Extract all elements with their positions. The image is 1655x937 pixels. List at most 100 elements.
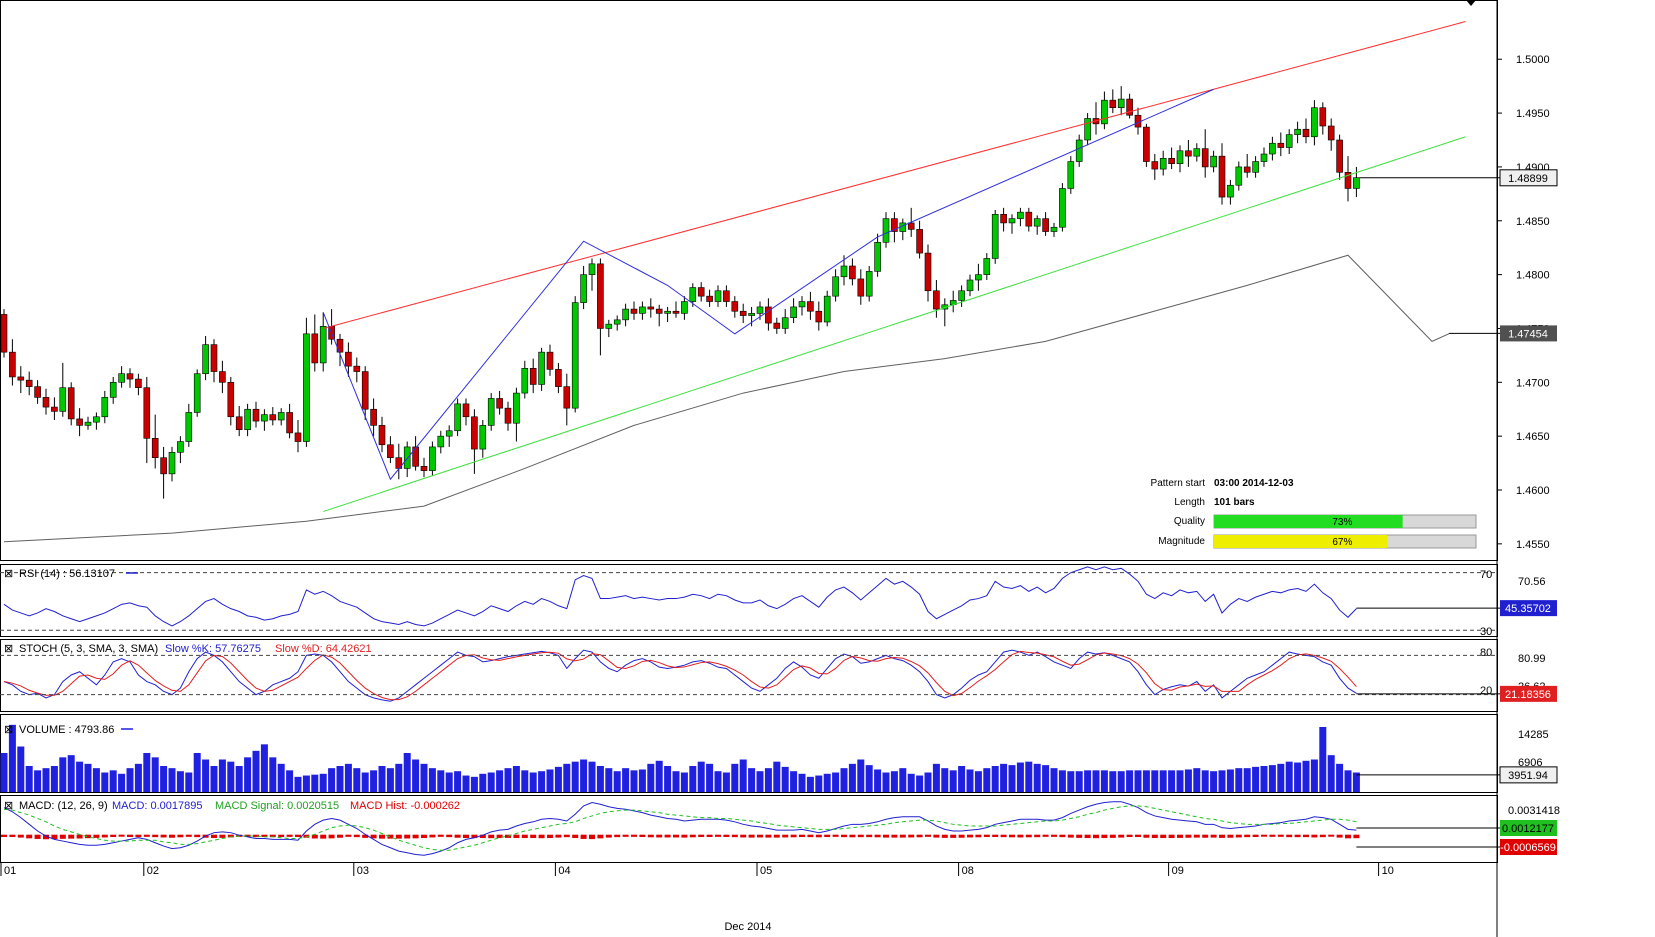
pattern-info-label: Length [1174, 497, 1205, 508]
volume-bar [974, 771, 982, 792]
volume-bar [1310, 759, 1318, 792]
macd-hist-bar [589, 834, 595, 840]
volume-bar [1126, 770, 1134, 792]
candle-body [437, 435, 445, 448]
volume-bar [1016, 762, 1024, 792]
candle-body [1084, 118, 1091, 141]
candle-body [1218, 155, 1226, 198]
candle-body [1117, 98, 1125, 108]
macd-tick-label: 0.0031418 [1508, 805, 1560, 817]
volume-bar [882, 772, 890, 792]
volume-bar [1226, 769, 1234, 792]
macd-hist-bar [950, 834, 957, 838]
candle-body [546, 351, 554, 370]
macd-hist-legend: MACD Hist: -0.000262 [350, 800, 460, 812]
volume-bar [386, 768, 394, 792]
candle-body [1017, 211, 1024, 219]
volume-bar [1285, 761, 1293, 792]
candle-body [933, 290, 940, 310]
price-tick-label: 1.4650 [1516, 431, 1550, 443]
candle-body [160, 457, 167, 475]
panel-border-price [0, 0, 1498, 561]
volume-bar [1252, 766, 1260, 792]
zigzag-line [322, 88, 1214, 481]
rsi-value-label: 45.35702 [1505, 603, 1551, 615]
macd-hist-bar [194, 834, 201, 838]
macd-hist-bar [51, 834, 58, 840]
volume-bar [109, 770, 117, 792]
candle-body [865, 271, 873, 297]
volume-bar [874, 769, 882, 792]
macd-hist-bar [412, 834, 419, 839]
candle-body [689, 287, 697, 302]
candle-body [513, 392, 520, 424]
volume-bar [512, 766, 520, 792]
candle-body [1235, 166, 1243, 186]
macd-panel: ⊠ MACD: (12, 26, 9) MACD: 0.0017895 MACD Si… [1, 800, 1560, 856]
stoch-value-box [1500, 685, 1557, 702]
volume-bar [76, 761, 84, 792]
volume-bar [1109, 771, 1117, 792]
candle-body [429, 446, 436, 471]
volume-bar [395, 763, 403, 792]
volume-bar [269, 757, 277, 792]
volume-bar [857, 759, 865, 792]
macd-hist-bar [463, 834, 469, 839]
rsi-tick-label: 70.56 [1518, 576, 1546, 588]
candle-body [697, 287, 705, 297]
volume-bar [42, 768, 50, 792]
rsi-panel: ⊠RSI (14) : 56.131077070.5651.143045.357… [0, 566, 1557, 638]
macd-hist-bar [748, 834, 755, 838]
volume-bar [462, 775, 470, 792]
volume-bar [588, 761, 596, 792]
volume-bar [1042, 765, 1050, 792]
x-axis-label: Dec 2014 [724, 921, 771, 933]
pattern-info-value: 03:00 2014-12-03 [1214, 478, 1294, 489]
magnitude-bar-fill [1214, 535, 1388, 548]
candle-body [471, 416, 478, 450]
candle-body [773, 322, 781, 329]
volume-bar [613, 771, 621, 792]
price-tick-label: 1.4700 [1516, 377, 1550, 389]
candle-body [420, 466, 428, 471]
macd-hist-bar [76, 834, 83, 839]
candle-body [756, 306, 764, 314]
candle-body [277, 412, 285, 421]
macd-hist-bar [622, 834, 629, 837]
macd-hist-bar [1261, 834, 1267, 837]
volume-bar [143, 753, 151, 792]
candle-body [286, 412, 293, 434]
macd-value-legend: MACD: 0.0017895 [112, 800, 203, 812]
volume-bar [907, 773, 915, 792]
macd-hist-bar [782, 834, 789, 838]
macd-hist-bar [34, 834, 41, 839]
candle-body [832, 276, 839, 297]
macd-hist-bar [1126, 834, 1133, 837]
candle-body [51, 406, 58, 412]
macd-hist-bar [883, 834, 889, 838]
candle-body [975, 274, 982, 281]
moving-average-line [3, 254, 1450, 543]
candle-body [731, 301, 739, 312]
macd-hist-bar [1252, 834, 1259, 837]
macd-hist-bar [269, 834, 276, 838]
volume-bar [697, 761, 705, 792]
macd-hist-bar [866, 834, 873, 838]
rsi-tick-label: 30 [1480, 626, 1492, 638]
pattern-info-label: Quality [1174, 516, 1205, 527]
candle-body [118, 373, 125, 383]
macd-hist-bar [152, 834, 159, 838]
candle-body [1277, 142, 1285, 148]
candle-body [739, 310, 747, 316]
macd-value-box [1500, 820, 1557, 836]
macd-hist-bar [841, 834, 847, 838]
macd-hist-bar [647, 834, 654, 838]
candle-body [235, 416, 243, 430]
volume-bar [25, 766, 33, 792]
candle-body [101, 397, 109, 418]
pattern-lines [322, 0, 1476, 513]
macd-hist-bar [1303, 834, 1309, 838]
macd-hist-bar [673, 834, 679, 838]
pattern-info-value: 101 bars [1214, 497, 1255, 508]
